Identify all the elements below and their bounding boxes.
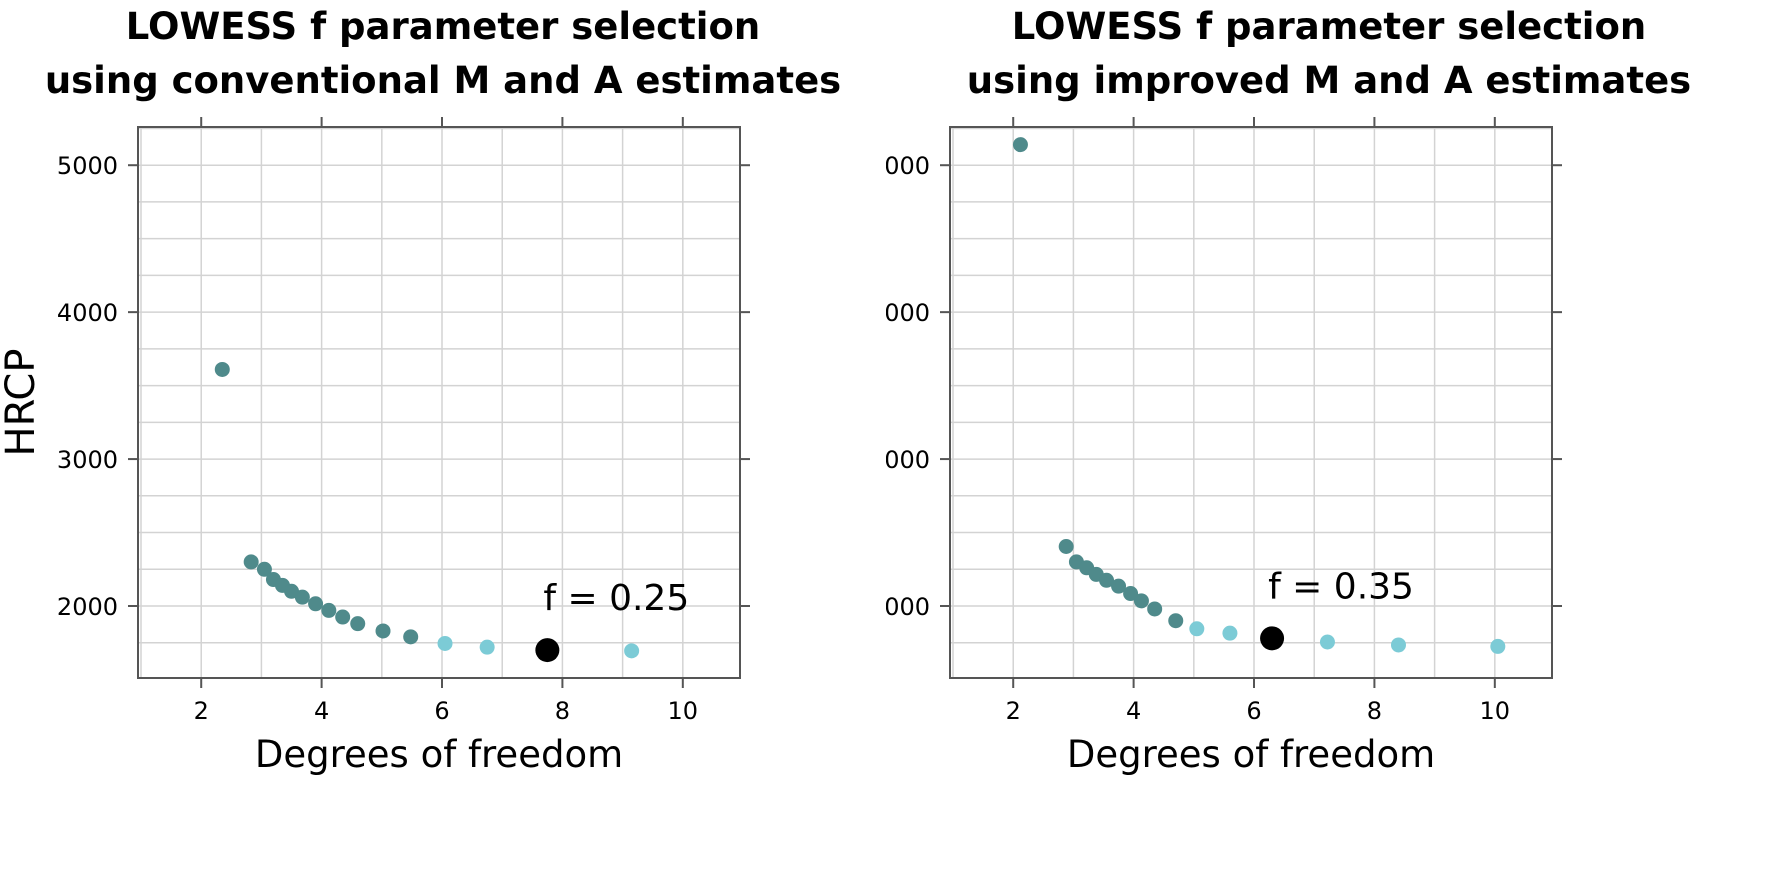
y-tick-label: 5000 [886,152,930,180]
data-point [1490,638,1506,654]
selected-f-annotation: f = 0.35 [1268,566,1414,607]
x-tick-label: 6 [434,697,449,725]
data-point [294,589,310,605]
y-tick-label: 2000 [886,593,930,621]
data-point [243,554,259,570]
data-point [1390,637,1406,653]
data-point [214,361,230,377]
selected-point [535,638,560,663]
data-point [350,616,366,632]
x-tick-label: 8 [1367,697,1382,725]
chart-title-line-1: LOWESS f parameter selection [1011,5,1647,48]
x-tick-label: 10 [668,697,699,725]
scatter-plot-improved: 2 4 6 8 10 2000 3000 4000 5000 Degrees of freedom… [886,117,1562,776]
scatter-plot-conventional: 2 4 6 8 10 2000 3000 4000 5000 Degrees of freedom… [0,117,750,776]
x-axis-title: Degrees of freedom [255,733,623,776]
data-point [1099,572,1115,588]
data-point [437,635,453,651]
data-point [1189,621,1205,637]
x-tick-label: 10 [1480,697,1511,725]
data-point [375,623,391,639]
x-tick-label: 4 [314,697,329,725]
x-tick-label: 6 [1246,697,1261,725]
data-point [479,639,495,655]
chart-title-line-2: using conventional M and A estimates [44,59,842,102]
data-point [1111,578,1127,594]
data-point [1319,634,1335,650]
y-tick-label: 5000 [57,152,118,180]
data-point [1133,593,1149,609]
chart-title-line-1: LOWESS f parameter selection [125,5,761,48]
chart-title: LOWESS f parameter selection using conve… [0,0,886,108]
data-point [1168,613,1184,629]
plot-frame [949,126,1553,679]
data-point [335,609,351,625]
chart-title-line-2: using improved M and A estimates [966,59,1692,102]
selected-point [1260,626,1285,651]
chart-panel-conventional: LOWESS f parameter selection using conve… [0,0,886,776]
data-point [624,643,640,659]
y-tick-label: 4000 [57,299,118,327]
x-tick-label: 8 [555,697,570,725]
chart-title: LOWESS f parameter selection using impro… [886,0,1772,108]
x-axis-title: Degrees of freedom [1067,733,1435,776]
y-tick-label: 3000 [57,446,118,474]
y-tick-label: 3000 [886,446,930,474]
data-point [1058,538,1074,554]
data-point [321,602,337,618]
data-point [1123,586,1139,602]
plot-frame [137,126,741,679]
chart-panel-improved: LOWESS f parameter selection using impro… [886,0,1772,880]
x-tick-label: 2 [1006,697,1021,725]
y-tick-label: 2000 [57,593,118,621]
selected-f-annotation: f = 0.25 [543,578,689,619]
data-point [1012,137,1028,153]
data-point [308,596,324,612]
data-point [256,561,272,577]
y-axis-title: HRCP [0,349,44,457]
data-point [1222,625,1238,641]
y-tick-label: 4000 [886,299,930,327]
x-tick-label: 4 [1126,697,1141,725]
x-tick-label: 2 [194,697,209,725]
data-point [403,629,419,645]
data-point [1147,601,1163,617]
